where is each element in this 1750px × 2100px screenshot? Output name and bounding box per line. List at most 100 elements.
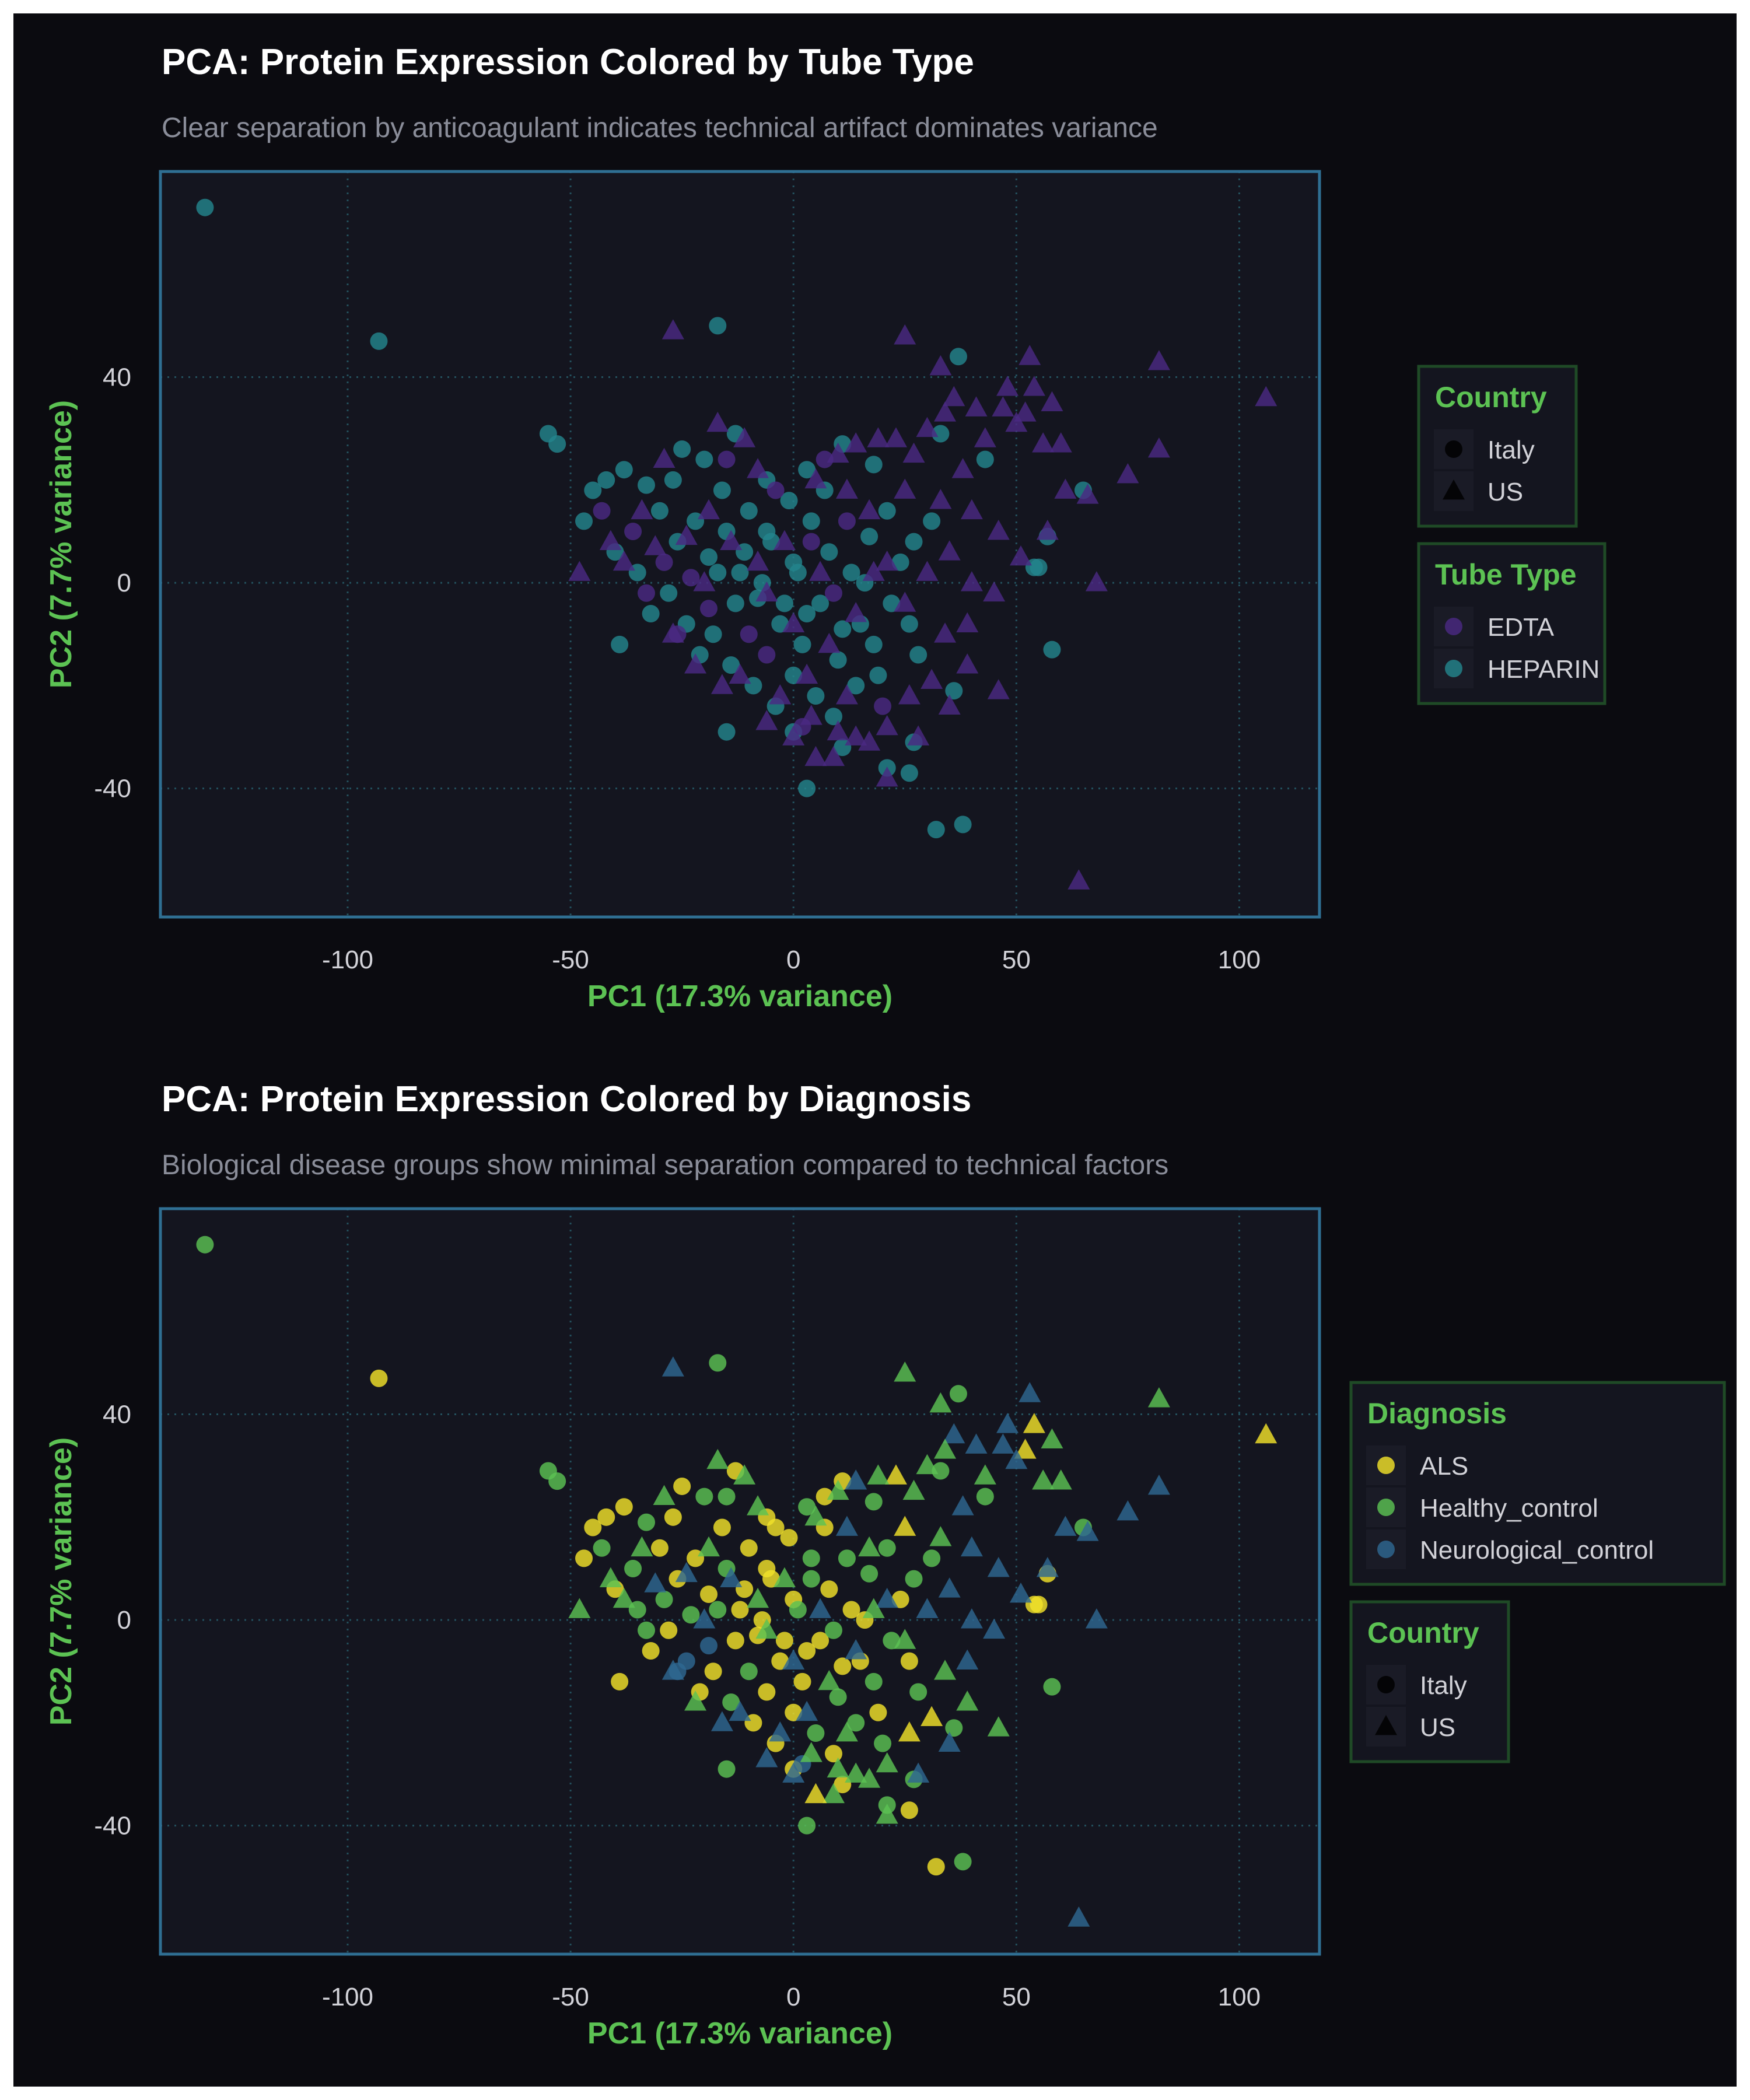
legend-diagnosis: Diagnosis ALS Healthy_control Neurological_…	[1349, 1381, 1726, 1586]
data-point	[804, 746, 827, 766]
data-point	[902, 1479, 925, 1500]
data-point	[876, 1804, 898, 1824]
data-point	[804, 1505, 827, 1526]
data-point	[780, 492, 798, 510]
data-point	[838, 1549, 856, 1567]
data-point	[758, 1683, 776, 1701]
x-tick-label: -100	[322, 946, 373, 974]
data-point	[838, 512, 856, 530]
data-point	[1036, 519, 1059, 540]
data-point	[698, 499, 720, 520]
data-point	[660, 584, 678, 602]
data-point	[755, 710, 778, 730]
data-point	[575, 512, 593, 530]
data-point	[807, 687, 825, 705]
data-point	[960, 571, 983, 592]
data-point	[929, 355, 952, 376]
data-point	[909, 1683, 928, 1701]
data-point	[992, 396, 1014, 416]
data-point	[729, 663, 751, 684]
chart-title: PCA: Protein Expression Colored by Diagn…	[162, 1079, 971, 1119]
legend-title: Tube Type	[1435, 558, 1577, 591]
data-point	[720, 530, 743, 550]
data-point	[845, 432, 867, 453]
data-point	[800, 705, 822, 725]
legend-symbol	[1377, 1541, 1395, 1558]
data-point	[929, 1392, 952, 1413]
data-point	[1005, 1448, 1028, 1469]
data-point	[898, 684, 921, 705]
legend-label: US	[1420, 1713, 1455, 1742]
data-point	[943, 386, 965, 407]
data-point	[884, 1464, 907, 1485]
legend-symbol	[1377, 1457, 1395, 1474]
data-point	[916, 1454, 939, 1475]
data-point	[894, 478, 916, 499]
data-point	[793, 1672, 811, 1690]
data-point	[907, 725, 930, 746]
data-point	[983, 1618, 1006, 1639]
data-point	[568, 561, 591, 581]
data-point	[700, 548, 718, 566]
data-point	[769, 1721, 792, 1742]
data-point	[965, 1433, 988, 1454]
y-tick-label: 40	[103, 1401, 131, 1429]
data-point	[798, 1642, 816, 1660]
data-point	[934, 1660, 957, 1680]
data-point	[824, 708, 842, 726]
data-point	[631, 499, 653, 520]
data-point	[1068, 869, 1090, 890]
data-point	[938, 694, 961, 715]
data-point	[1068, 1906, 1090, 1927]
data-point	[827, 1479, 849, 1500]
data-point	[824, 1621, 842, 1639]
data-point	[818, 1670, 841, 1690]
data-point	[867, 1464, 890, 1485]
data-point	[934, 401, 957, 422]
data-point	[709, 317, 727, 335]
data-point	[894, 1629, 916, 1649]
data-point	[611, 1672, 629, 1690]
x-tick-label: 100	[1218, 1983, 1261, 2011]
data-point	[624, 522, 642, 540]
x-tick-label: -50	[552, 1983, 589, 2011]
legend-symbol	[1445, 660, 1462, 677]
data-point	[954, 816, 972, 834]
data-point	[829, 1688, 847, 1706]
data-point	[766, 481, 785, 499]
data-point	[706, 411, 729, 432]
data-point	[731, 1601, 749, 1619]
data-point	[747, 1495, 769, 1516]
data-point	[878, 1539, 896, 1557]
data-point	[891, 553, 909, 571]
data-point	[1041, 391, 1063, 412]
data-point	[684, 653, 707, 674]
data-point	[884, 427, 907, 447]
data-point	[960, 1536, 983, 1557]
data-point	[862, 1598, 885, 1618]
data-point	[802, 512, 820, 530]
data-point	[675, 1562, 698, 1583]
data-point	[662, 1660, 684, 1680]
data-point	[1030, 558, 1048, 576]
data-point	[370, 332, 388, 350]
data-point	[822, 746, 845, 766]
data-point	[1147, 437, 1170, 458]
data-point	[921, 668, 943, 689]
data-point	[755, 581, 778, 602]
data-point	[704, 1662, 722, 1681]
data-point	[644, 1572, 667, 1592]
legend-tube-type: Tube Type EDTA HEPARIN	[1417, 542, 1606, 705]
data-point	[798, 1498, 816, 1516]
data-point	[834, 620, 852, 638]
data-point	[615, 1498, 633, 1516]
data-point	[876, 766, 898, 787]
data-point	[720, 1567, 743, 1587]
data-point	[548, 1472, 566, 1490]
data-point	[862, 561, 885, 581]
data-point	[771, 615, 789, 633]
data-point	[858, 1536, 881, 1557]
data-point	[1085, 1608, 1108, 1629]
data-point	[615, 461, 633, 479]
data-point	[773, 1567, 796, 1587]
